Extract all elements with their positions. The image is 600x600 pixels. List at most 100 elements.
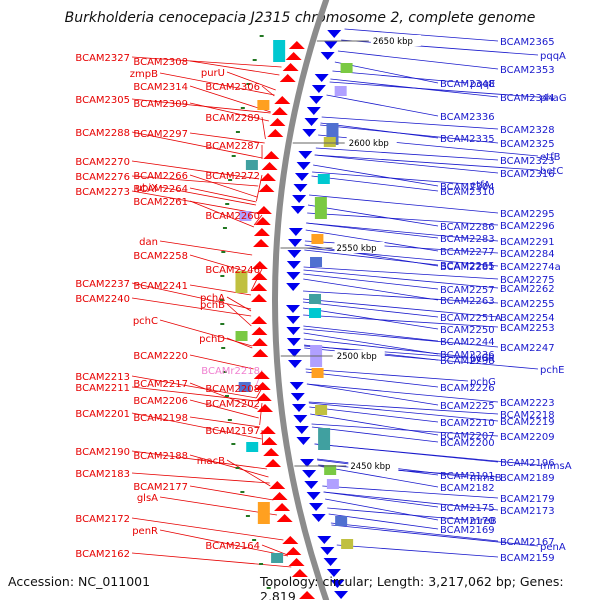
forward-gene-mark bbox=[251, 294, 268, 302]
reverse-gene-label: BCAM2281 bbox=[440, 262, 495, 273]
ruler-tick-label: 2500 kbp bbox=[337, 352, 377, 362]
reverse-connector bbox=[303, 269, 499, 289]
feature-block bbox=[315, 405, 328, 415]
reverse-gene-label: etfB bbox=[540, 152, 561, 163]
forward-connector bbox=[189, 399, 259, 419]
reverse-gene-mark bbox=[286, 316, 301, 324]
small-tick-mark bbox=[220, 299, 225, 301]
feature-block bbox=[257, 502, 270, 524]
forward-connector bbox=[131, 282, 252, 310]
reverse-gene-mark bbox=[330, 580, 345, 588]
reverse-gene-label: BCAM2265 bbox=[440, 261, 495, 272]
ruler-tick-label: 2650 kbp bbox=[373, 37, 413, 47]
forward-connector bbox=[189, 60, 280, 76]
forward-connector bbox=[226, 459, 271, 487]
feature-block bbox=[271, 553, 284, 563]
reverse-gene-mark bbox=[286, 338, 301, 346]
forward-gene-label: BCAM2308 bbox=[133, 57, 188, 68]
reverse-gene-label: BCAM2353 bbox=[500, 65, 555, 76]
forward-gene-label: BCAM2246 bbox=[205, 265, 260, 276]
reverse-gene-mark bbox=[286, 261, 301, 269]
reverse-gene-label: pchE bbox=[540, 365, 565, 376]
forward-gene-mark bbox=[288, 558, 305, 566]
reverse-connector bbox=[318, 465, 439, 488]
reverse-gene-mark bbox=[287, 360, 302, 368]
reverse-connector bbox=[320, 122, 439, 139]
reverse-gene-label: mreB bbox=[470, 516, 497, 527]
reverse-gene-label: BCAM2169 bbox=[440, 525, 495, 536]
reverse-gene-label: BCAM2277 bbox=[440, 247, 495, 258]
small-tick-mark bbox=[235, 467, 240, 469]
reverse-gene-mark bbox=[334, 591, 349, 599]
forward-gene-label: BCAMr2218 bbox=[201, 366, 260, 377]
reverse-connector bbox=[311, 426, 439, 443]
reverse-gene-label: BCAM2173 bbox=[500, 506, 555, 517]
reverse-gene-label: BCAM2189 bbox=[500, 473, 555, 484]
feature-block bbox=[309, 294, 322, 304]
forward-connector bbox=[131, 297, 252, 317]
reverse-connector bbox=[309, 406, 439, 423]
forward-gene-label: BCAM2276 bbox=[75, 172, 130, 183]
forward-gene-label: ubiX bbox=[136, 183, 158, 194]
forward-connector bbox=[131, 190, 256, 214]
reverse-gene-label: BCAM2210 bbox=[440, 418, 495, 429]
forward-gene-label: BCAM2202 bbox=[205, 399, 260, 410]
reverse-connector bbox=[303, 332, 439, 355]
feature-block bbox=[323, 137, 336, 147]
forward-connector bbox=[131, 375, 257, 399]
reverse-gene-mark bbox=[294, 173, 309, 181]
reverse-connector bbox=[303, 290, 499, 304]
forward-connector bbox=[131, 472, 270, 484]
forward-connector bbox=[189, 174, 258, 198]
reverse-connector bbox=[303, 273, 439, 290]
small-tick-mark bbox=[240, 491, 245, 493]
small-tick-mark bbox=[222, 371, 227, 373]
gene-features bbox=[220, 30, 354, 599]
feature-block bbox=[245, 160, 258, 170]
chromosome-arc bbox=[272, 0, 330, 600]
forward-gene-label: BCAM2172 bbox=[75, 514, 130, 525]
forward-gene-mark bbox=[269, 481, 286, 489]
forward-gene-mark bbox=[251, 261, 268, 269]
reverse-gene-mark bbox=[288, 239, 303, 247]
forward-gene-mark bbox=[253, 239, 270, 247]
reverse-gene-label: BCAM2304 bbox=[440, 182, 495, 193]
reverse-connector bbox=[313, 164, 439, 187]
small-tick-mark bbox=[245, 515, 250, 517]
forward-gene-mark bbox=[261, 437, 278, 445]
reverse-gene-mark bbox=[293, 184, 308, 192]
small-tick-mark bbox=[231, 443, 236, 445]
forward-connector bbox=[189, 132, 265, 144]
reverse-gene-label: BCAM2251A bbox=[440, 313, 502, 324]
small-tick-mark bbox=[259, 35, 264, 37]
forward-connector bbox=[226, 71, 276, 91]
forward-connector bbox=[189, 354, 254, 370]
reverse-connector bbox=[309, 194, 499, 214]
forward-gene-label: BCAM2314 bbox=[133, 82, 188, 93]
forward-connector bbox=[226, 296, 252, 312]
forward-gene-label: BCAM2206 bbox=[133, 396, 188, 407]
reverse-connector bbox=[314, 154, 539, 171]
reverse-connector bbox=[344, 28, 499, 42]
reverse-connector bbox=[303, 266, 499, 280]
reverse-gene-label: penA bbox=[540, 542, 566, 553]
reverse-connector bbox=[337, 50, 499, 70]
reverse-connector bbox=[329, 81, 539, 98]
forward-connector bbox=[261, 116, 266, 140]
feature-block bbox=[273, 40, 286, 62]
reverse-connector bbox=[303, 314, 499, 328]
reverse-gene-label: BCAM2196 bbox=[500, 458, 555, 469]
reverse-gene-label: pqqA bbox=[540, 51, 566, 62]
forward-gene-label: BCAM2289 bbox=[205, 113, 260, 124]
reverse-gene-mark bbox=[320, 52, 335, 60]
forward-connector bbox=[131, 517, 284, 541]
forward-gene-label: BCAM2266 bbox=[133, 171, 188, 182]
small-tick-mark bbox=[252, 59, 257, 61]
reverse-gene-mark bbox=[290, 393, 305, 401]
forward-connector bbox=[131, 160, 260, 180]
reverse-connector bbox=[323, 491, 439, 508]
reverse-connector bbox=[311, 175, 439, 192]
forward-gene-label: BCAM2288 bbox=[75, 128, 130, 139]
forward-connector bbox=[256, 174, 263, 202]
